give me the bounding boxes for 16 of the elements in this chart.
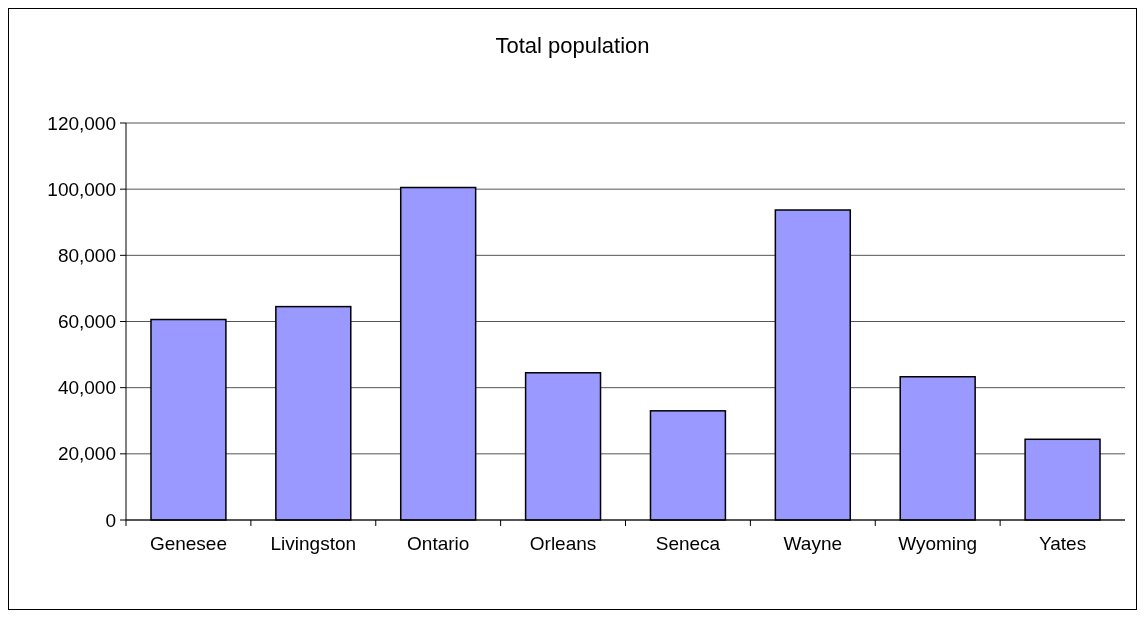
x-tick-label: Wyoming	[898, 533, 978, 554]
y-tick-label: 20,000	[57, 443, 116, 465]
y-tick-label: 40,000	[57, 377, 116, 399]
x-tick-label: Orleans	[529, 533, 597, 554]
x-tick-label: Yates	[1038, 533, 1087, 554]
y-tick-label: 120,000	[47, 112, 116, 134]
x-tick-label: Wayne	[783, 533, 843, 554]
x-tick-label: Livingston	[270, 533, 357, 554]
y-tick-label: 100,000	[47, 178, 116, 200]
x-tick-label: Genesee	[149, 533, 227, 554]
y-tick-label: 0	[105, 509, 116, 531]
y-tick-label: 80,000	[57, 244, 116, 266]
x-tick-label: Seneca	[655, 533, 721, 554]
y-tick-label: 60,000	[57, 311, 116, 333]
x-tick-label: Ontario	[407, 533, 470, 554]
chart-title: Total population	[495, 33, 650, 58]
